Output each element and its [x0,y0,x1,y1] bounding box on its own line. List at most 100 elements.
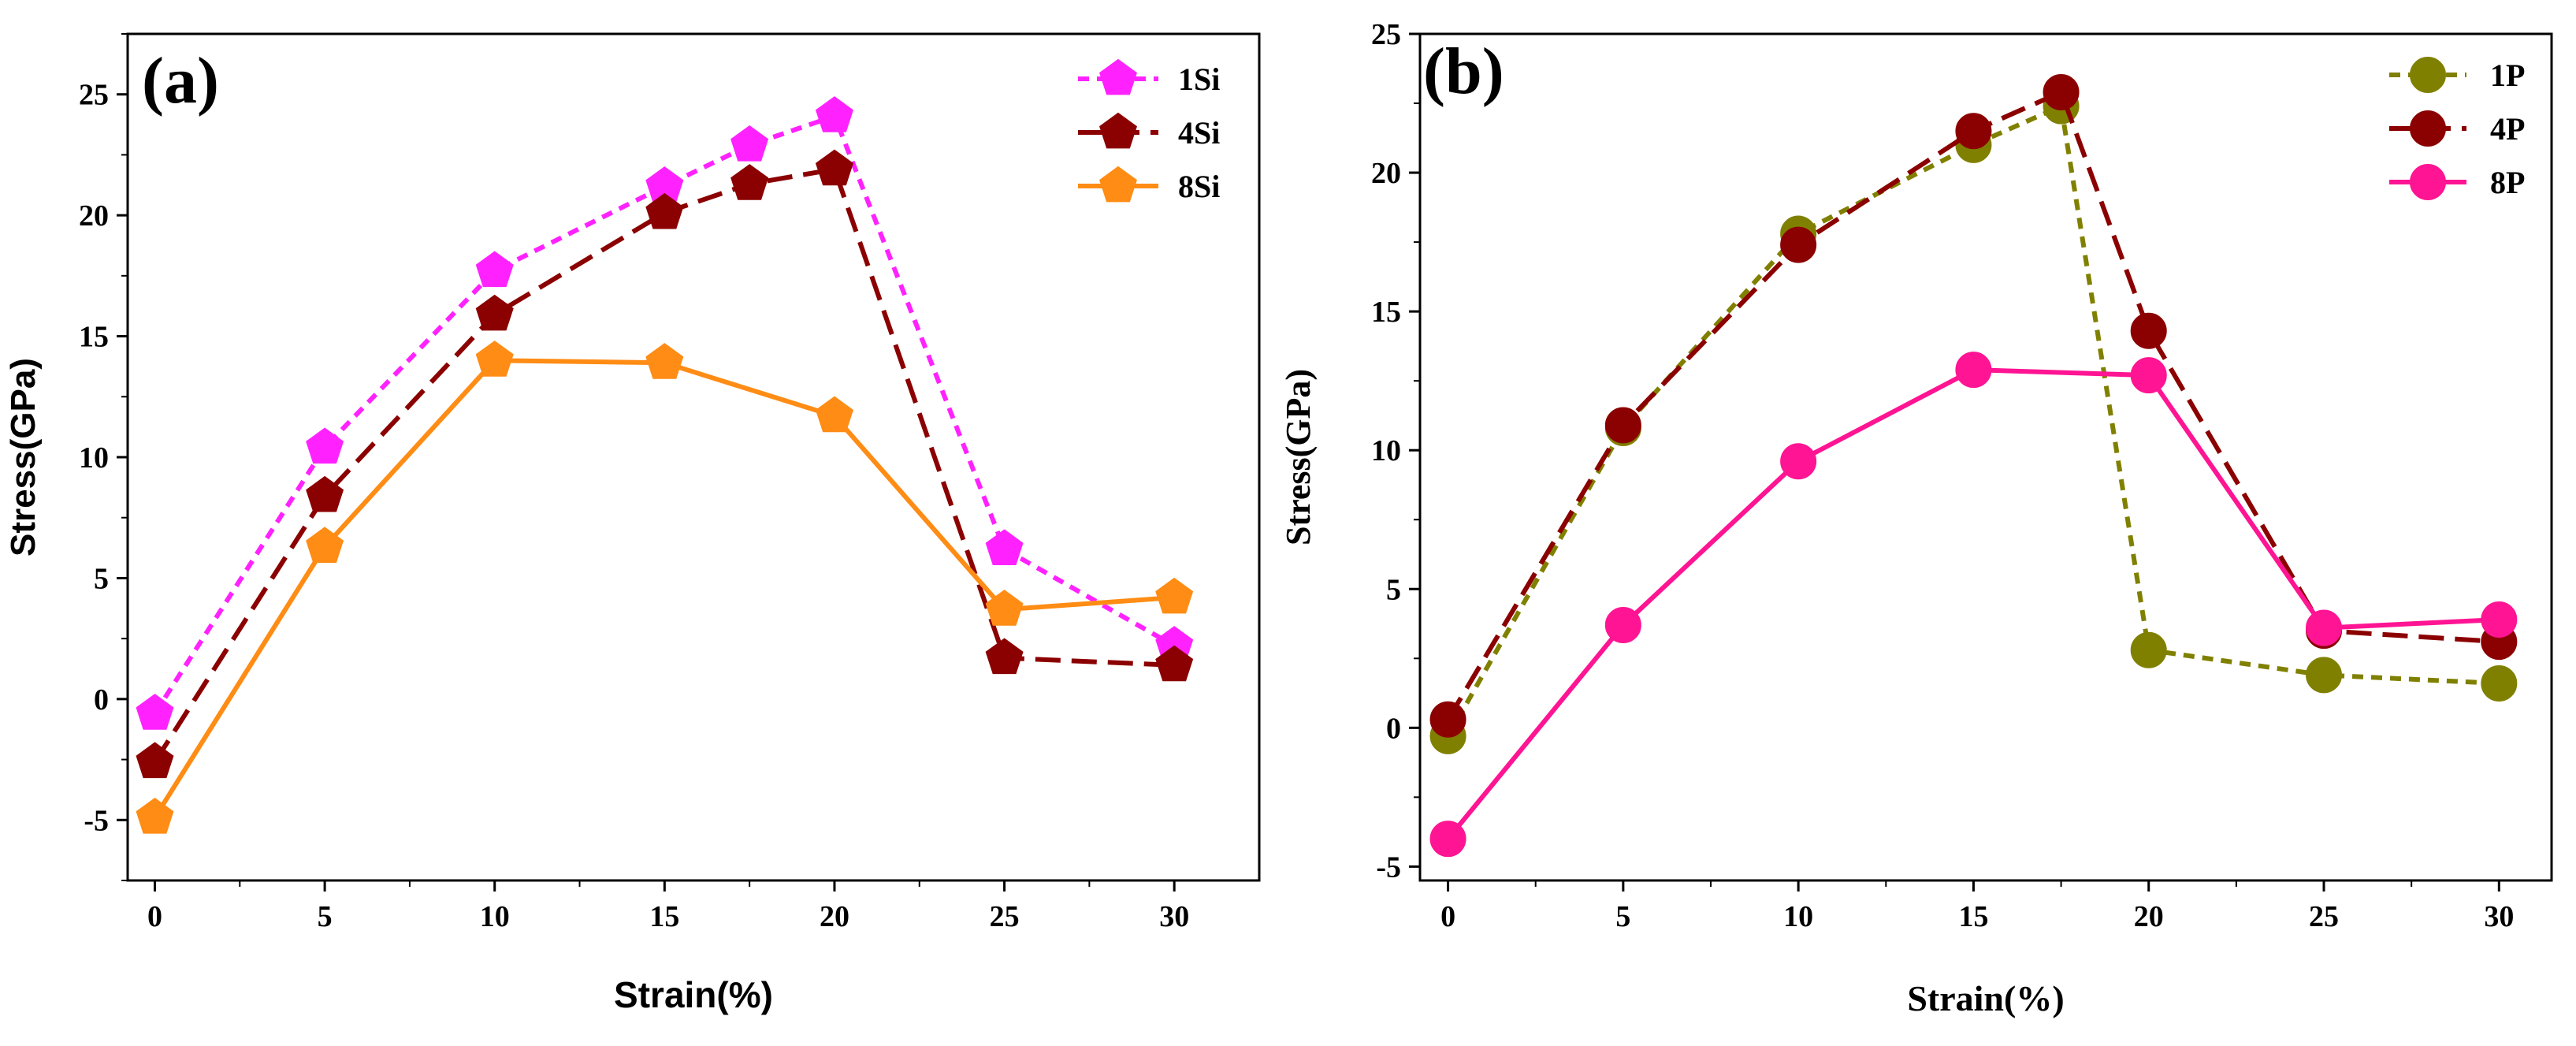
legend-entry-4Si: 4Si [1078,112,1220,151]
x-tick-label: 5 [318,900,333,933]
series-8P [1429,352,2518,858]
x-tick-label: 20 [2134,900,2164,933]
legend-entry-8P: 8P [2389,164,2525,200]
series-line-4P [1446,89,2500,721]
legend-marker [2410,110,2446,147]
y-tick-label: -5 [1376,851,1401,884]
y-tick-label: 10 [1371,434,1401,467]
x-axis-label: Strain(%) [614,974,773,1015]
data-point-8P [2481,601,2518,638]
data-point-8Si [306,527,344,563]
legend-entry-4P: 4P [2389,110,2525,147]
data-point-1P [2130,631,2167,668]
data-point-8Si [136,797,174,834]
data-point-1P [2306,657,2343,694]
y-tick-label: 25 [1371,18,1401,51]
data-point-4Si [475,294,514,331]
legend-marker [1099,166,1137,203]
plot-frame [126,32,1261,882]
y-tick-label: -5 [84,804,109,837]
panel-label: (a) [142,44,219,117]
legend-marker [1099,58,1137,95]
data-point-8P [1429,821,1466,858]
data-point-4P [1780,226,1817,263]
data-point-8Si [475,341,514,377]
legend-label: 1P [2490,58,2525,93]
chart-panel-b: 0 5 10 15 20 25 30 -5 0 5 10 15 20 25 Stress(GPa) Strai… [1279,18,2553,1018]
legend-marker [2410,164,2446,200]
series-line-4Si [152,166,1175,764]
legend-entry-1Si: 1Si [1078,58,1220,97]
data-point-8P [1955,352,1992,389]
data-point-8P [1780,443,1817,480]
series-4P [1429,73,2518,738]
legend-label: 8P [2490,165,2525,200]
y-tick-label: 20 [79,199,109,233]
legend-entry-1P: 1P [2389,57,2525,93]
x-tick-label: 5 [1615,900,1630,933]
series-1P [1429,87,2518,754]
data-point-4P [1955,113,1992,150]
data-point-8Si [815,396,853,433]
x-axis-label: Strain(%) [1907,978,2064,1018]
y-tick-label: 0 [94,683,109,717]
y-tick-label: 20 [1371,157,1401,190]
data-point-1Si [815,96,853,132]
y-tick-label: 5 [94,562,109,595]
x-tick-label: 10 [480,900,510,933]
legend-marker [1099,112,1137,149]
data-point-8P [2306,609,2343,646]
data-point-1Si [136,694,174,730]
series-line-8P [1446,367,2500,841]
chart-panel-a: 0 5 10 15 20 25 30 -5 0 5 10 15 20 25 Stress(GPa) Strai… [4,32,1261,1015]
y-tick-label: 25 [79,79,109,112]
y-axis-label: Stress(GPa) [4,358,43,557]
series-line-1Si [152,114,1176,715]
x-tick-label: 30 [2484,900,2514,933]
x-tick-label: 25 [2309,900,2339,933]
data-point-1P [2481,664,2518,702]
data-point-4P [2130,312,2167,349]
data-point-4Si [1155,645,1194,682]
data-point-8P [2130,357,2167,394]
x-tick-label: 30 [1159,900,1189,933]
series-8Si [136,341,1194,834]
x-tick-label: 25 [990,900,1020,933]
data-point-4Si [985,638,1024,675]
legend-label: 8Si [1178,169,1220,204]
x-tick-label: 15 [1958,900,1988,933]
legend-entry-8Si: 8Si [1078,166,1220,204]
data-point-4P [2043,73,2080,110]
legend-label: 4P [2490,111,2525,147]
panel-label: (b) [1423,35,1504,108]
data-point-4Si [730,164,769,200]
data-point-4Si [645,192,684,229]
data-point-1Si [475,251,514,288]
data-point-1Si [985,529,1024,565]
x-tick-label: 10 [1783,900,1813,933]
series-1Si [136,96,1194,730]
data-point-1Si [730,125,769,162]
plot-frame [1418,32,2553,882]
x-tick-label: 15 [649,900,679,933]
legend-label: 1Si [1178,61,1220,97]
y-tick-label: 0 [1386,712,1401,745]
data-point-8Si [645,343,684,379]
y-tick-label: 10 [79,441,109,475]
x-tick-label: 0 [147,900,162,933]
data-point-4P [1429,701,1466,738]
y-tick-label: 5 [1386,573,1401,606]
y-axis-label: Stress(GPa) [1279,369,1318,545]
data-point-1Si [306,427,344,464]
series-line-8Si [152,358,1175,819]
data-point-8Si [1155,577,1194,614]
y-tick-label: 15 [79,321,109,354]
y-tick-label: 15 [1371,296,1401,329]
data-point-4P [1604,407,1641,444]
legend-label: 4Si [1178,115,1220,151]
x-tick-label: 20 [820,900,849,933]
data-point-4Si [136,742,174,779]
legend-marker [2410,57,2446,93]
data-point-8Si [985,590,1024,626]
